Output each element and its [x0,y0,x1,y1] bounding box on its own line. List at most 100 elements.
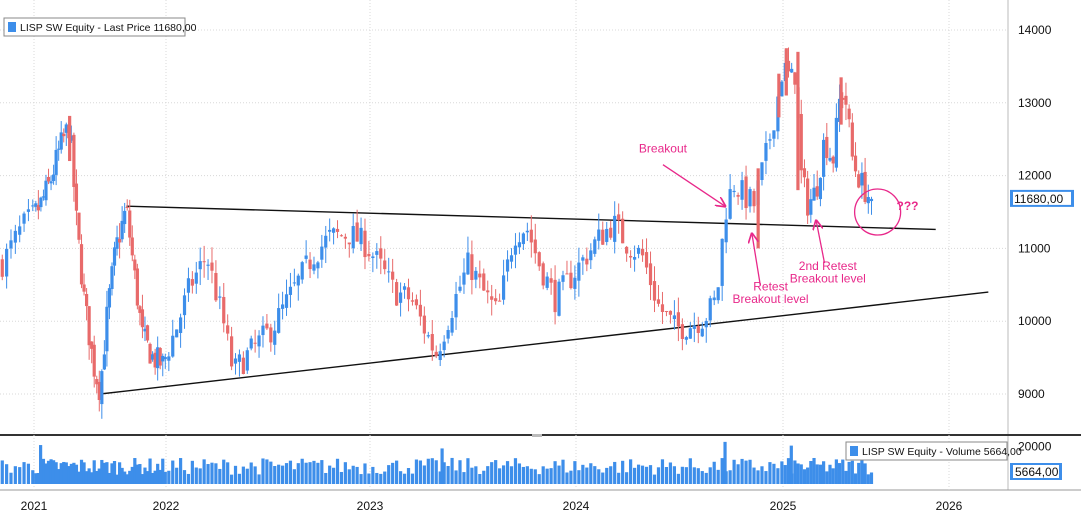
volume-bar [34,473,38,484]
volume-layer [0,441,874,484]
volume-bar [815,464,819,484]
candle-body [517,242,522,248]
candle-body [206,264,210,266]
volume-bar [324,472,328,484]
volume-bar [505,461,510,484]
volume-bar [77,471,81,484]
candle-body [565,273,569,275]
candle-body [764,142,768,161]
candle-body [105,306,109,352]
volume-bar [67,466,71,484]
candle-body [92,344,96,377]
volume-bar [692,467,696,484]
volume-bar [806,467,810,484]
candle-body [786,60,791,72]
candle-body [561,275,565,282]
candle-body [450,318,454,333]
candle-body [834,117,838,168]
volume-tick-label: 20000 [1018,440,1052,454]
volume-bar [253,466,257,484]
volume-bar [72,462,76,484]
candle-body [237,354,242,362]
candle-body [680,324,684,340]
volume-bar [760,466,764,484]
volume-bar [135,464,139,484]
y-tick-label: 12000 [1018,169,1052,183]
candle-body [704,320,708,328]
candle-body [672,315,677,320]
candle-body [597,229,601,241]
candle-body [100,371,104,405]
candle-body [308,259,312,270]
volume-bar [233,465,238,484]
volume-bar [720,458,724,484]
volume-bar [474,466,478,484]
volume-bar [69,463,73,484]
candle-body [222,296,226,324]
volume-bar [95,470,99,484]
volume-bar [613,461,617,484]
candle-body [692,325,696,329]
candle-body [720,238,724,286]
volume-bar [229,474,234,484]
y-tick-label: 13000 [1018,96,1052,110]
volume-bar [470,467,474,484]
candle-body [790,68,794,73]
volume-bar [0,460,4,484]
last-volume-label: 5664,00 [1015,465,1059,479]
annotation-label: Breakout level [733,292,809,306]
volume-bar [57,469,61,484]
volume-bar [112,461,117,484]
volume-bar [850,460,854,484]
volume-bar [430,458,434,484]
volume-bar [148,458,152,484]
candle-body [398,292,403,303]
price-legend[interactable]: LISP SW Equity - Last Price 11680,00 [3,17,197,37]
candle-body [57,148,61,150]
candle-body [656,299,661,304]
candle-body [123,210,127,225]
splitter-handle[interactable] [532,434,542,437]
candle-body [292,282,296,284]
volume-bar [857,462,861,484]
candle-body [62,133,66,137]
volume-bar [140,474,145,484]
candle-spike [777,73,781,118]
volume-bar [391,462,395,484]
candle-body [351,226,355,249]
candle-body [383,260,387,270]
volume-bar [732,459,736,484]
annotation-label: Breakout level [790,272,866,286]
volume-bar [812,457,816,484]
volume-bar [120,467,124,484]
volume-bar [355,466,359,484]
volume-bar [186,473,191,484]
volume-bar [387,465,391,484]
candle-body [186,278,191,293]
volume-bar [509,466,514,484]
candle-body [150,354,155,360]
volume-bar [478,474,482,484]
candle-body [130,237,134,256]
candle-body [379,248,383,259]
volume-bar [589,463,593,484]
volume-legend[interactable]: LISP SW Equity - Volume 5664,00 [845,441,1022,461]
volume-bar [593,466,597,484]
volume-bar [128,470,132,484]
candle-body [324,235,328,248]
volume-bar [410,473,415,484]
candle-body [77,212,81,240]
volume-bar [834,459,838,484]
volume-bar [125,474,129,484]
candle-body [772,130,776,139]
candle-body [581,257,585,261]
volume-bar [59,463,63,484]
volume-bar [44,463,48,484]
candle-body [391,271,395,280]
volume-bar [312,460,316,484]
candle-body [46,176,51,182]
volume-bar [577,470,581,484]
volume-bar [5,464,9,484]
volume-bar [525,466,529,484]
